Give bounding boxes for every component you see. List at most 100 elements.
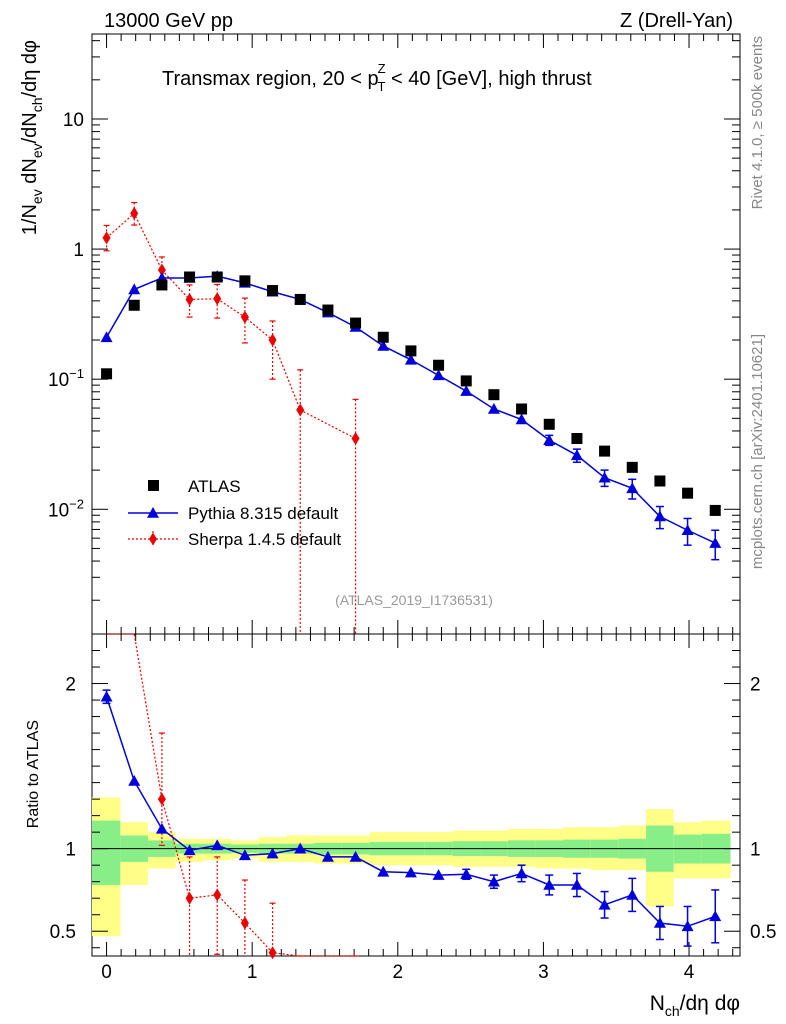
data-series [100,201,722,960]
pythia-point [487,402,500,414]
legend-marker-sherpa [149,532,157,546]
pythia-point [515,413,528,425]
sherpa-point [296,403,305,417]
side-text-rivet: Rivet 4.1.0, ≥ 500k events [749,36,766,209]
pythia-point [570,449,583,461]
pythia-point [626,482,639,494]
atlas-point [599,445,611,457]
atlas-point [239,275,251,287]
x-tick-label: 0 [101,962,112,983]
atlas-point [488,389,500,401]
pythia-ratio-point [543,878,556,890]
pythia-ratio-point [294,842,307,854]
analysis-watermark: (ATLAS_2019_I1736531) [335,592,493,608]
sherpa-ratio-point [240,916,249,930]
ratio-tick-label-left: 1 [65,840,76,861]
atlas-point [101,368,113,380]
atlas-point [626,461,638,473]
pythia-ratio-point [377,865,390,877]
sherpa-point [240,310,249,324]
pythia-ratio-point [321,850,334,862]
y-axis-label: 1/Nev dNev/dNch/dη dφ [19,40,45,235]
sherpa-point [351,432,360,446]
pythia-point [598,471,611,483]
atlas-point [267,285,279,297]
y-tick-label: 10−1 [48,366,84,391]
atlas-point [460,375,472,387]
header-right: Z (Drell-Yan) [620,10,733,32]
axis-tick-labels: 0 1 2 3 4 10−2 10−1 1 10 0.5 0.5 1 1 2 2 [48,110,776,983]
pythia-ratio-point [460,868,473,880]
sherpa-ratio-point [157,792,166,806]
pythia-point [432,369,445,381]
sherpa-ratio-point [185,891,194,905]
ratio-plot-frame [91,633,741,957]
x-tick-label: 3 [538,962,549,983]
pythia-ratio-point [211,839,224,851]
legend-marker-atlas [148,480,159,491]
legend-label-atlas: ATLAS [188,477,241,496]
ratio-tick-label-left: 0.5 [50,922,76,943]
ratio-tick-label-right: 2 [750,675,761,696]
pythia-ratio-point [349,850,362,862]
atlas-point [682,487,694,499]
atlas-point [128,299,140,311]
pythia-point [709,537,722,548]
pythia-point [543,434,556,445]
atlas-point [211,271,223,283]
sherpa-ratio-point [213,888,222,902]
atlas-point [709,504,721,516]
pythia-point [100,331,113,343]
sherpa-point [102,231,111,245]
legend-markers [128,480,178,547]
sherpa-point [130,206,139,220]
pythia-ratio-point [404,866,417,878]
x-tick-label: 4 [684,962,695,983]
pythia-ratio-point [155,822,168,834]
legend-label-sherpa: Sherpa 1.4.5 default [188,530,341,549]
x-tick-label: 2 [393,962,404,983]
atlas-point [377,331,389,343]
pythia-ratio-point [653,916,666,928]
atlas-point [516,403,528,415]
y-tick-label: 10 [63,110,84,131]
pythia-point [653,510,666,522]
pythia-ratio-point [626,888,639,900]
pythia-point [128,283,141,295]
pythia-ratio-point [487,875,500,887]
sherpa-point [213,292,222,306]
ratio-tick-label-left: 2 [65,675,76,696]
y-tick-label: 1 [73,240,84,261]
pythia-ratio-point [128,774,141,786]
green-band-bin [92,820,121,885]
atlas-point [322,304,334,316]
atlas-point [405,345,417,357]
pythia-point [377,339,390,351]
pythia-ratio-point [709,910,722,922]
ratio-tick-label-right: 0.5 [750,922,776,943]
atlas-point [294,293,306,305]
ratio-y-axis-label: Ratio to ATLAS [25,720,42,828]
atlas-point [571,433,583,445]
header-left: 13000 GeV pp [104,10,233,32]
atlas-point [433,359,445,371]
sherpa-ratio-point [268,946,277,960]
pythia-point [460,385,473,396]
pythia-ratio-point [100,690,113,702]
legend-label-pythia: Pythia 8.315 default [188,504,339,523]
pythia-ratio-point [266,847,279,859]
atlas-point [350,317,362,329]
atlas-point [156,279,168,291]
y-tick-label: 10−2 [48,496,84,521]
sherpa-point [157,263,166,277]
atlas-point [184,271,196,283]
pythia-ratio-point [238,849,251,861]
sherpa-point [268,333,277,347]
pythia-ratio-point [681,920,694,932]
sherpa-point [185,292,194,306]
atlas-point [654,475,666,487]
legend-marker-pythia [147,507,159,518]
pythia-point [681,524,694,536]
ratio-tick-label-right: 1 [750,840,761,861]
pythia-ratio-point [570,878,583,890]
